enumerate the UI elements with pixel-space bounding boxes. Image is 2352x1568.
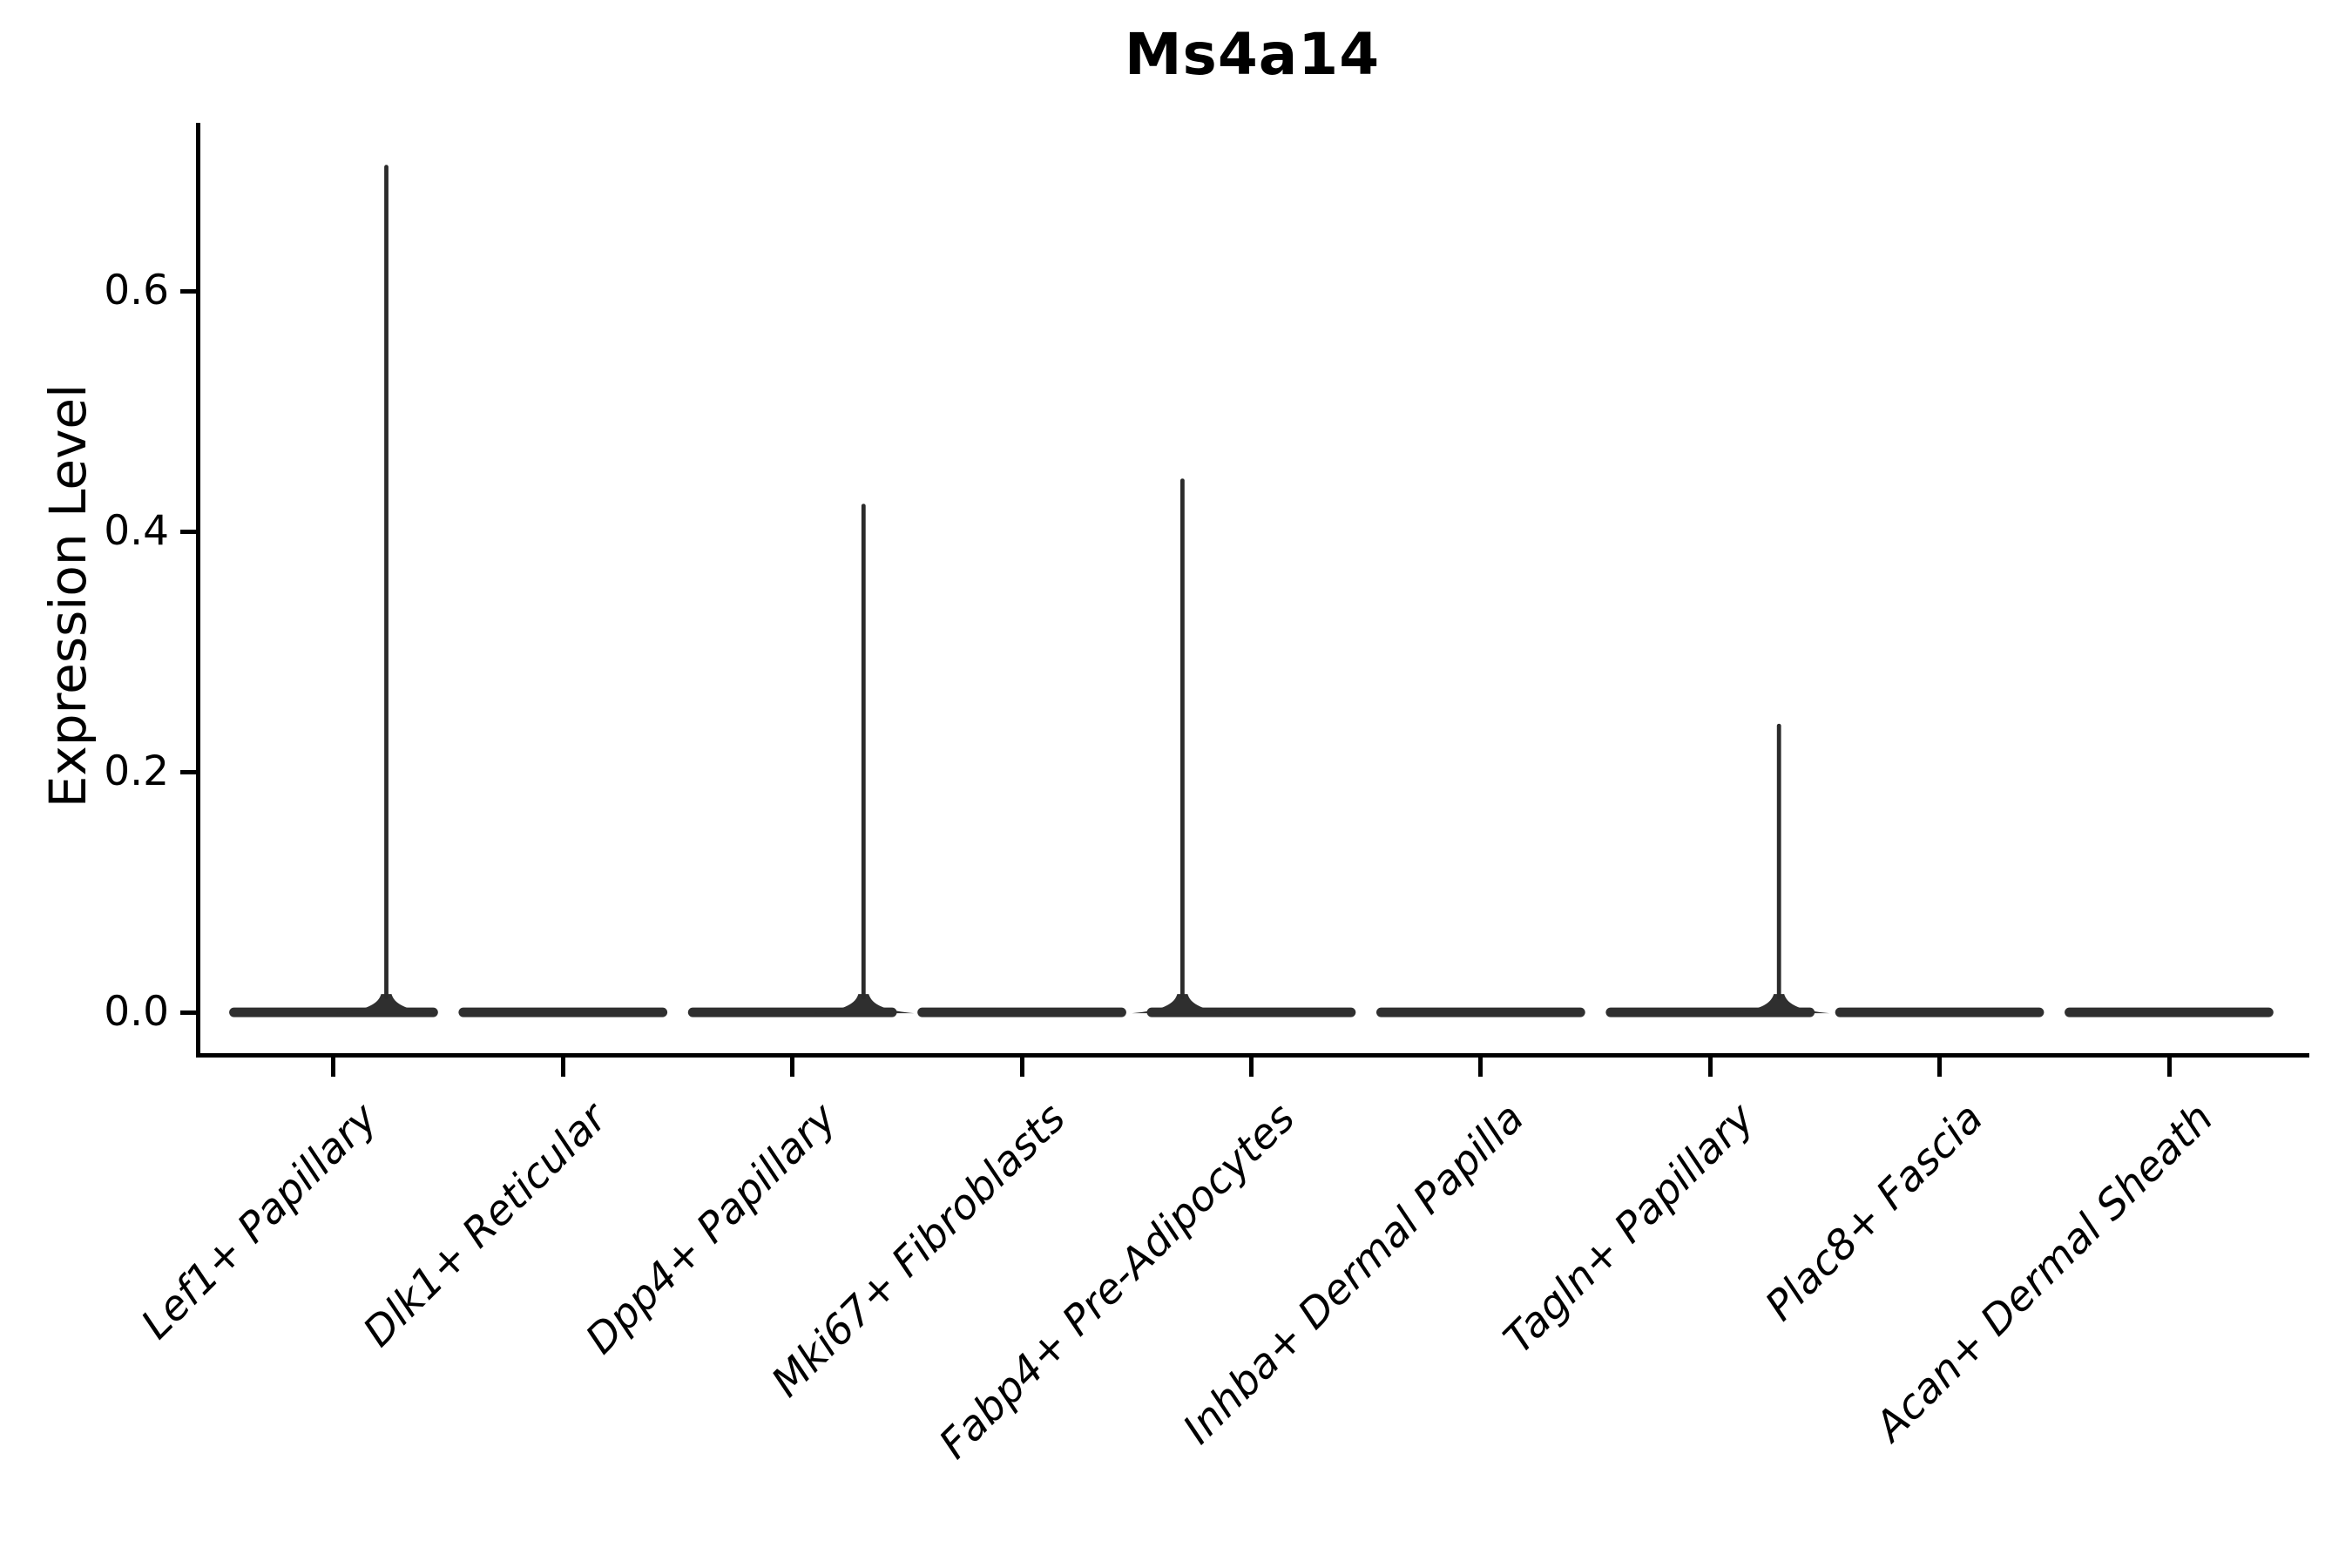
chart-title: Ms4a14 xyxy=(1124,21,1381,88)
y-tick-mark xyxy=(180,1010,196,1015)
x-tick-mark xyxy=(331,1058,336,1077)
x-tick-mark xyxy=(1248,1058,1254,1077)
violin-body xyxy=(458,1007,668,1017)
violin-spike-flare xyxy=(1728,994,1830,1014)
y-tick-label: 0.4 xyxy=(104,507,169,556)
y-tick-label: 0.6 xyxy=(104,267,169,315)
violin-spike xyxy=(1776,723,1781,1000)
x-tick-mark xyxy=(2166,1058,2172,1077)
violin-body xyxy=(2065,1007,2274,1017)
y-tick-mark xyxy=(180,769,196,774)
violin-spike-flare xyxy=(813,994,915,1014)
y-tick-label: 0.0 xyxy=(104,988,169,1037)
violin-body xyxy=(1376,1007,1585,1017)
y-tick-mark xyxy=(180,288,196,294)
y-tick-label: 0.2 xyxy=(104,747,169,796)
x-tick-mark xyxy=(1019,1058,1024,1077)
violin-spike xyxy=(384,165,389,1000)
violin-spike xyxy=(861,504,866,1000)
violin-spike xyxy=(1180,478,1185,1000)
x-tick-mark xyxy=(1937,1058,1943,1077)
y-tick-mark xyxy=(180,529,196,534)
violin-spike-flare xyxy=(335,994,437,1014)
violin-spike-flare xyxy=(1132,994,1233,1014)
x-tick-mark xyxy=(1478,1058,1484,1077)
x-tick-mark xyxy=(1707,1058,1713,1077)
x-tick-mark xyxy=(560,1058,565,1077)
y-axis-spine xyxy=(196,123,200,1058)
violin-body xyxy=(1835,1007,2044,1017)
x-tick-mark xyxy=(790,1058,795,1077)
violin-body xyxy=(917,1007,1126,1017)
x-axis-spine xyxy=(196,1053,2309,1058)
